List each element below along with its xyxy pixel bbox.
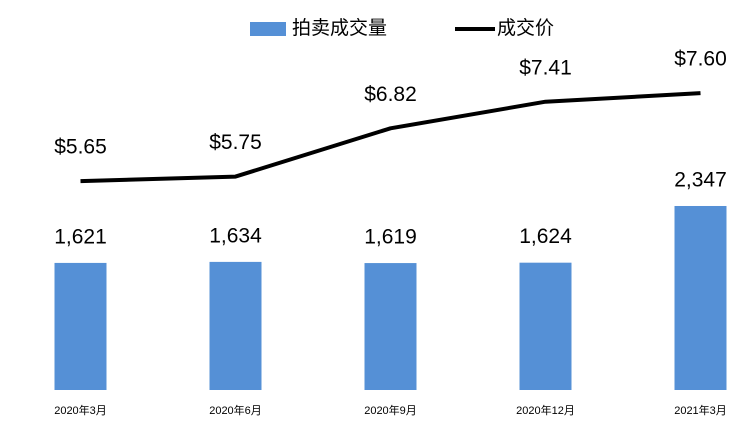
data-label: $5.65 (54, 136, 107, 159)
x-tick-label: 2020年6月 (209, 403, 262, 417)
legend-label: 拍卖成交量 (292, 17, 387, 39)
bar (519, 262, 572, 390)
data-label: $6.82 (364, 83, 417, 106)
bar (54, 262, 107, 390)
bar (674, 205, 727, 390)
line (80, 91, 701, 184)
x-tick-label: 2020年9月 (364, 403, 417, 417)
x-tick-label: 2020年3月 (54, 403, 107, 417)
legend-swatch (250, 22, 286, 36)
bar (364, 263, 417, 390)
data-label: $5.75 (209, 131, 262, 154)
data-label: 2,347 (674, 169, 727, 192)
data-label: $7.60 (674, 48, 727, 71)
legend-label: 成交价 (497, 17, 554, 39)
data-label: 1,621 (54, 225, 107, 248)
data-label: 1,634 (209, 224, 262, 247)
data-label: 1,619 (364, 226, 417, 249)
data-label: $7.41 (519, 56, 572, 79)
x-tick-label: 2021年3月 (674, 403, 727, 417)
data-label: 1,624 (519, 225, 572, 248)
x-tick-label: 2020年12月 (516, 403, 575, 417)
bar (209, 261, 262, 390)
